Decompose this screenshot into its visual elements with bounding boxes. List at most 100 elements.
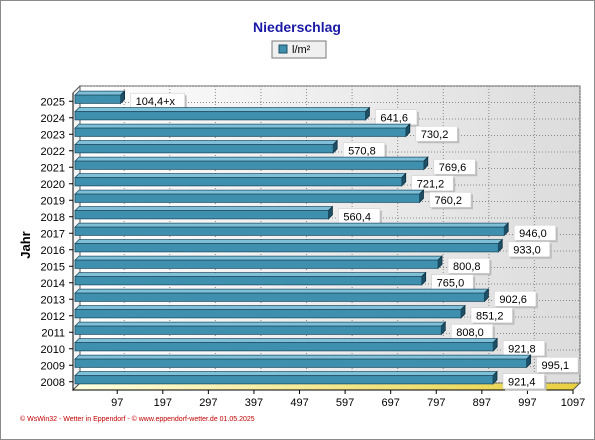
data-label-value: 104,4+x — [136, 96, 176, 108]
bar-2011 — [74, 321, 447, 336]
bar-front-face — [74, 358, 527, 368]
bar-front-face — [74, 309, 462, 319]
bar-2012 — [74, 304, 466, 319]
bar-2025 — [74, 90, 126, 105]
bar-2013 — [74, 288, 490, 303]
x-tick-label: 497 — [290, 397, 308, 409]
data-label: 641,6 — [375, 109, 419, 127]
y-tick-label: 2010 — [41, 344, 65, 356]
y-tick-label: 2016 — [41, 245, 65, 257]
bar-top-face — [74, 189, 425, 195]
bar-front-face — [74, 144, 334, 154]
data-label-box — [513, 224, 556, 241]
data-label-value: 769,6 — [439, 162, 467, 174]
bar-2017 — [74, 222, 510, 237]
data-label-value: 921,4 — [508, 376, 536, 388]
y-tick-label: 2009 — [41, 360, 65, 372]
y-tick-label: 2013 — [41, 294, 65, 306]
data-label: 570,8 — [342, 142, 387, 160]
data-label-value: 902,6 — [499, 294, 527, 306]
data-label-box — [447, 257, 490, 274]
data-label-box — [536, 356, 579, 373]
bar-front-face — [74, 94, 121, 104]
bar-top-face — [74, 272, 427, 278]
bar-front-face — [74, 193, 420, 203]
bar-2024 — [74, 106, 371, 121]
data-label-value: 933,0 — [513, 244, 541, 256]
bar-2023 — [74, 123, 411, 138]
bar-front-face — [74, 276, 423, 286]
y-axis-title: Jahr — [18, 231, 33, 258]
bar-top-face — [74, 371, 498, 377]
bar-front-face — [74, 342, 494, 352]
x-tick-label: 597 — [336, 397, 354, 409]
data-label-box — [494, 290, 537, 307]
data-label-box — [433, 158, 476, 175]
bar-front-face — [74, 210, 329, 220]
data-label-value: 730,2 — [421, 129, 449, 141]
bar-top-face — [74, 206, 334, 212]
bar-2015 — [74, 255, 443, 270]
data-label-box — [415, 125, 458, 142]
data-label-value: 721,2 — [417, 178, 445, 190]
bar-2010 — [74, 337, 499, 352]
bar-front-face — [74, 325, 442, 335]
y-tick-label: 2020 — [41, 179, 65, 191]
data-label-box — [411, 175, 454, 192]
bar-2021 — [74, 156, 429, 171]
bar-top-face — [74, 140, 339, 146]
data-label: 765,0 — [431, 274, 476, 292]
data-label: 769,6 — [433, 158, 478, 177]
bar-top-face — [74, 288, 490, 294]
bar-top-face — [74, 255, 443, 261]
data-label: 721,2 — [411, 175, 456, 193]
data-label-value: 641,6 — [380, 112, 408, 124]
data-label-box — [470, 307, 513, 324]
x-tick-label: 397 — [245, 397, 263, 409]
y-tick-label: 2011 — [41, 327, 65, 339]
bar-top-face — [74, 321, 447, 327]
legend-swatch — [278, 44, 288, 54]
data-label-value: 995,1 — [542, 360, 570, 372]
bar-front-face — [74, 259, 439, 269]
y-tick-label: 2018 — [41, 212, 65, 224]
y-tick-label: 2023 — [41, 129, 65, 141]
bar-2019 — [74, 189, 425, 204]
x-tick-label: 697 — [382, 397, 400, 409]
bar-2020 — [74, 172, 407, 187]
y-tick-label: 2022 — [41, 146, 65, 158]
bar-front-face — [74, 160, 425, 170]
legend: l/m² — [271, 40, 327, 59]
bar-2022 — [74, 139, 339, 154]
data-label: 933,0 — [507, 241, 552, 259]
data-label-value: 921,8 — [508, 343, 536, 355]
bar-top-face — [74, 173, 407, 179]
data-label-value: 808,0 — [456, 327, 484, 339]
y-tick-label: 2008 — [41, 377, 65, 389]
data-label-value: 851,2 — [476, 310, 504, 322]
data-label: 946,0 — [513, 224, 558, 243]
x-tick-label: 897 — [473, 397, 491, 409]
data-label-value: 946,0 — [519, 228, 547, 240]
y-tick-label: 2025 — [41, 96, 65, 108]
bar-top-face — [74, 338, 499, 344]
x-tick-label: 997 — [518, 397, 536, 409]
x-tick-label: 297 — [199, 397, 217, 409]
data-label: 760,2 — [429, 191, 473, 210]
chart-title: Niederschlag — [253, 19, 341, 35]
bar-front-face — [74, 292, 485, 302]
bar-top-face — [74, 239, 504, 245]
data-label-value: 800,8 — [453, 261, 481, 273]
bar-2016 — [74, 238, 504, 253]
data-label-box — [507, 241, 551, 258]
y-tick-label: 2021 — [41, 162, 65, 174]
bar-front-face — [74, 177, 403, 187]
bar-top-face — [74, 107, 371, 113]
data-label: 921,4 — [502, 373, 547, 391]
x-tick-label: 797 — [427, 397, 445, 409]
x-tick-label: 1097 — [561, 397, 585, 409]
y-tick-label: 2014 — [41, 278, 65, 290]
data-label: 800,8 — [447, 257, 492, 276]
y-tick-label: 2019 — [41, 195, 65, 207]
